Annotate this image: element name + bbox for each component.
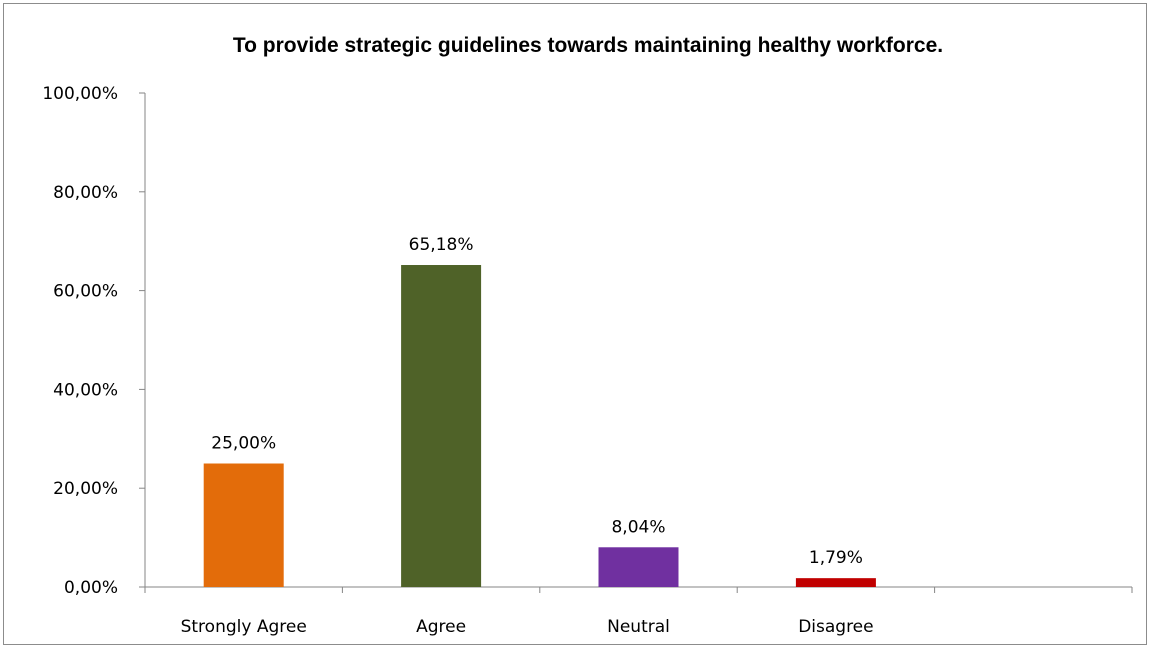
category-label: Disagree [798,617,873,637]
y-tick-label: 80,00% [53,183,118,203]
x-axis [144,586,1133,593]
y-tick-label: 0,00% [64,578,118,598]
y-tick-label: 40,00% [53,380,118,400]
chart-title: To provide strategic guidelines towards … [233,34,943,57]
data-label: 25,00% [211,434,276,454]
data-label: 65,18% [409,235,474,255]
bars [203,265,876,587]
bar [203,463,284,587]
data-label: 1,79% [809,548,863,568]
category-label: Neutral [607,617,670,637]
category-labels: Strongly Agree Agree Neutral Disagree [181,617,874,637]
y-tick-label: 100,00% [42,84,118,104]
bar [598,547,679,587]
bar [401,265,482,587]
y-tick-label: 60,00% [53,282,118,302]
category-label: Strongly Agree [181,617,307,637]
chart-frame [3,3,1147,645]
data-label: 8,04% [611,517,665,537]
category-label: Agree [416,617,466,637]
y-axis: 0,00% 20,00% 40,00% 60,00% 80,00% 100,00% [42,84,146,598]
data-labels: 25,00% 65,18% 8,04% 1,79% [211,235,863,568]
y-tick-label: 20,00% [53,479,118,499]
bar [795,578,876,587]
